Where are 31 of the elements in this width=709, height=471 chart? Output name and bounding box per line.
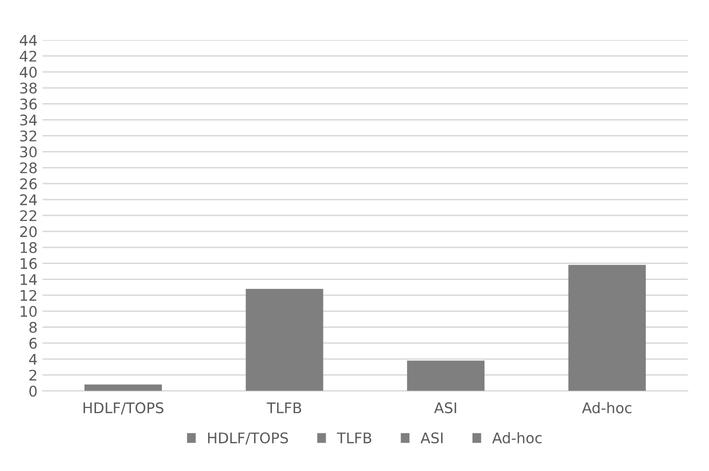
- y-tick-label: 12: [20, 290, 36, 301]
- y-tick-label: 32: [20, 130, 36, 142]
- legend-label: ASI: [420, 432, 443, 444]
- y-tick-label: 30: [20, 146, 37, 158]
- y-tick-label: 26: [20, 178, 37, 190]
- y-tick-label: 22: [20, 210, 36, 222]
- y-tick-label: 0: [29, 386, 37, 397]
- legend-label: HDLF/TOPS: [208, 432, 288, 445]
- y-tick-label: 28: [20, 162, 37, 174]
- y-tick-label: 4: [29, 354, 37, 365]
- y-tick-label: 20: [20, 226, 37, 238]
- x-tick-label: HDLF/TOPS: [84, 402, 164, 414]
- x-tick-label: ASI: [434, 402, 456, 414]
- y-tick-label: 16: [20, 258, 37, 270]
- legend-label: TLFB: [336, 432, 372, 444]
- y-tick-label: 8: [29, 322, 37, 333]
- y-tick-label: 6: [29, 338, 37, 349]
- y-tick-label: 38: [20, 82, 37, 94]
- y-tick-label: 18: [20, 242, 37, 254]
- x-tick-label: Ad-hoc: [582, 402, 632, 414]
- y-tick-label: 42: [20, 50, 36, 62]
- y-tick-label: 34: [20, 114, 37, 126]
- y-tick-label: 2: [29, 370, 36, 381]
- y-tick-label: 24: [20, 194, 37, 206]
- legend-label: Ad-hoc: [492, 432, 542, 444]
- y-tick-label: 14: [20, 274, 37, 285]
- x-tick-label: TLFB: [266, 402, 302, 414]
- y-tick-label: 44: [20, 34, 37, 46]
- y-tick-label: 10: [20, 306, 37, 317]
- y-tick-label: 40: [20, 66, 37, 78]
- y-tick-label: 36: [20, 98, 37, 110]
